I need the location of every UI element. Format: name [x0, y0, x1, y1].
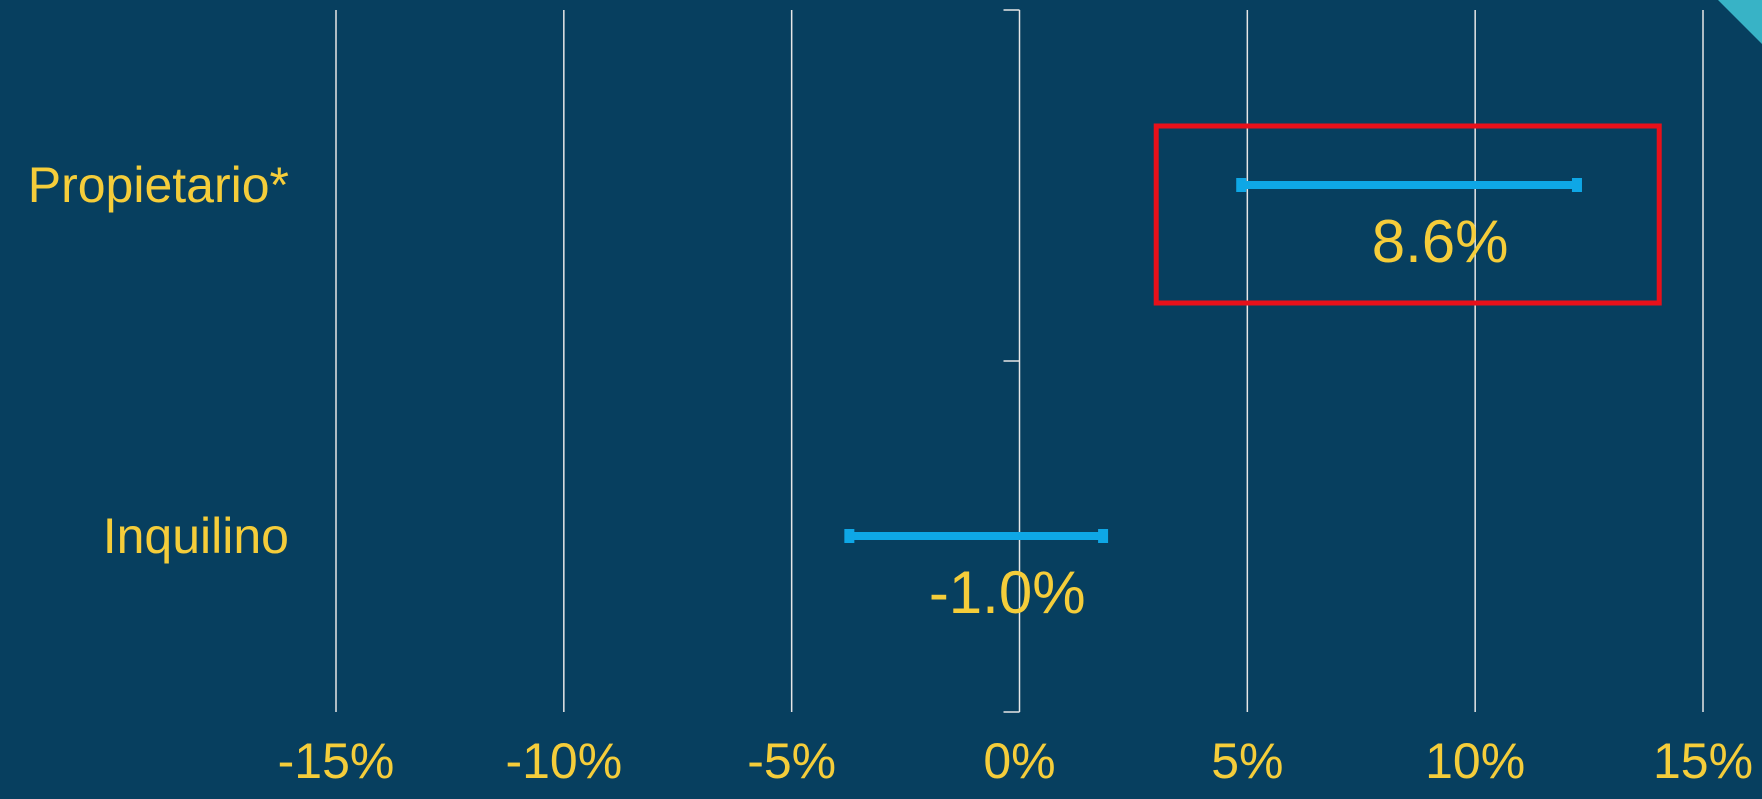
interval-cap-high — [1571, 178, 1582, 192]
x-tick-label: -5% — [747, 733, 836, 789]
interval-marks — [844, 123, 1662, 543]
interval-cap-low — [844, 529, 855, 543]
category-label: Inquilino — [103, 508, 289, 564]
corner-accent — [1718, 0, 1762, 44]
value-label: 8.6% — [1372, 208, 1509, 275]
x-tick-label: -15% — [278, 733, 395, 789]
category-label: Propietario* — [28, 157, 289, 213]
chart-labels: -15% -10% -5% 0% 5% 10% 15% Propietario* Inquili… — [28, 157, 1753, 789]
category-axis — [1003, 9, 1021, 713]
highlight-box — [1153, 123, 1662, 306]
interval-cap-low — [1236, 178, 1247, 192]
x-tick-label: 15% — [1653, 733, 1753, 789]
value-label: -1.0% — [929, 559, 1086, 626]
x-tick-label: 0% — [983, 733, 1055, 789]
x-tick-label: 5% — [1211, 733, 1283, 789]
interval-cap-high — [1098, 529, 1109, 543]
x-tick-label: 10% — [1425, 733, 1525, 789]
x-tick-label: -10% — [505, 733, 622, 789]
